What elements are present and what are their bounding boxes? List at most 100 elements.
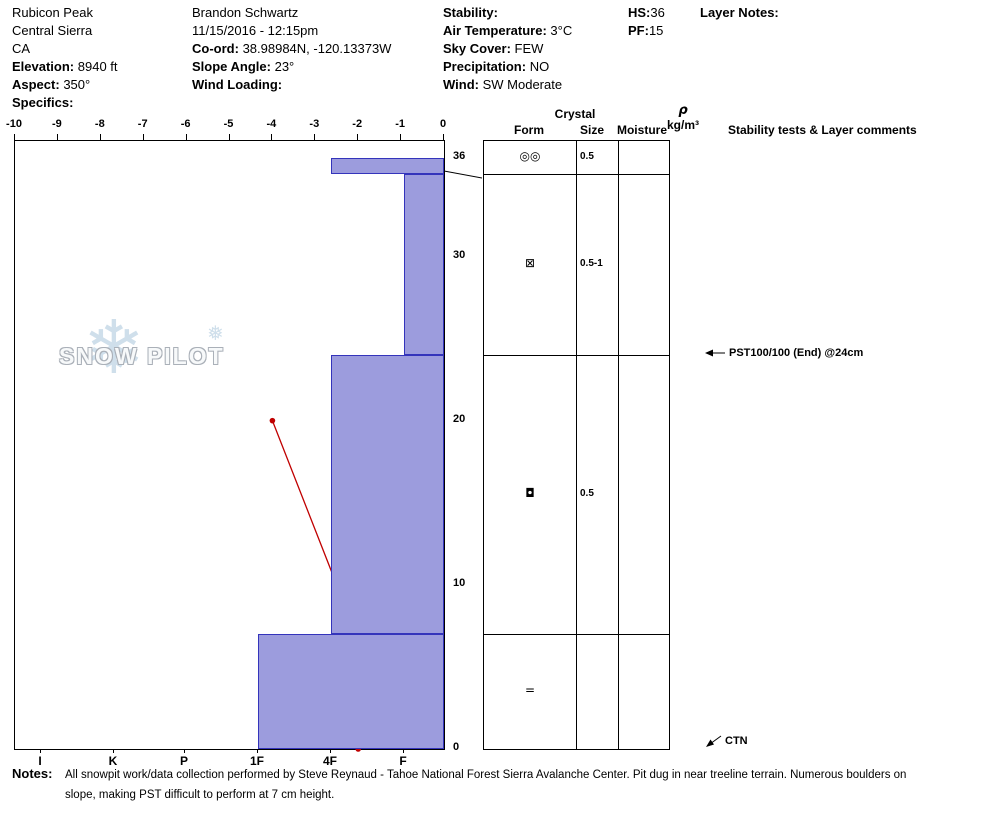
temperature-axis: -10 -9 -8 -7 -6 -5 -4 -3 -2 -1 0 <box>6 118 446 140</box>
stability-test-annotation-pst: PST100/100 (End) @24cm <box>704 347 863 359</box>
down-left-arrow-icon <box>706 735 722 747</box>
depth-axis: 36 30 20 10 0 <box>447 140 481 753</box>
temp-tick-mark <box>185 134 187 140</box>
hs-label: HS: <box>628 5 651 20</box>
hardness-tick-mark <box>403 749 404 753</box>
stability-tests-header: Stability tests & Layer comments <box>728 123 917 137</box>
observer-name: Brandon Schwartz <box>192 5 299 20</box>
layer-boundary-line <box>484 174 669 176</box>
depth-tick-label: 10 <box>453 576 466 589</box>
hardness-axis: I K P 1F 4F F <box>14 749 443 771</box>
wind-row: Wind: SW Moderate <box>443 76 572 94</box>
location-info: Rubicon Peak Central Sierra CA Elevation… <box>12 4 118 112</box>
notes-line-1: All snowpit work/data collection perform… <box>65 769 907 781</box>
snowflake-icon-small: ❅ <box>207 321 224 345</box>
wind-label: Wind: <box>443 77 479 92</box>
specifics-row: Specifics: <box>12 94 118 112</box>
coord-label: Co-ord: <box>192 41 239 56</box>
layer-connector-line <box>444 170 482 179</box>
temp-tick-label: -1 <box>395 118 405 130</box>
temp-tick-label: -10 <box>6 118 22 130</box>
snow-layer-bar <box>331 355 444 635</box>
temp-tick-mark <box>228 134 230 140</box>
snow-layer-bar <box>331 158 444 175</box>
precipitation-label: Precipitation: <box>443 59 527 74</box>
hardness-tick-label: 4F <box>322 754 337 768</box>
snowpilot-watermark: ❄ ❅ SNOW PILOT <box>57 305 257 393</box>
pit-name: Rubicon Peak <box>12 5 93 20</box>
crystal-form-symbol: ⊠ <box>524 255 536 270</box>
elevation-label: Elevation: <box>12 59 75 74</box>
temp-tick-label: -3 <box>309 118 320 130</box>
pf-label: PF: <box>628 23 649 38</box>
size-moisture-divider <box>618 141 619 749</box>
temp-tick-mark <box>14 134 15 140</box>
elevation-value: 8940 ft <box>77 59 118 74</box>
hardness-tick-label: K <box>108 754 118 768</box>
hardness-tick-label: I <box>38 754 42 768</box>
stability-row: Stability: <box>443 4 572 22</box>
watermark-text: SNOW PILOT <box>59 343 225 369</box>
conditions-info: Stability: Air Temperature: 3°C Sky Cove… <box>443 4 572 94</box>
form-header: Form <box>514 123 544 137</box>
moisture-header: Moisture <box>616 123 667 137</box>
size-header: Size <box>579 123 604 137</box>
crystal-size-value: 0.5 <box>580 487 594 499</box>
temp-tick-mark <box>271 134 273 140</box>
stability-label: Stability: <box>443 5 498 20</box>
pf-row: PF:15 <box>628 22 665 40</box>
temp-tick-mark <box>56 134 58 140</box>
density-header: ρ kg/m³ <box>658 104 708 133</box>
slope-angle-label: Slope Angle: <box>192 59 271 74</box>
coord-row: Co-ord: 38.98984N, -120.13373W <box>192 40 391 58</box>
hardness-tick-mark <box>257 749 258 753</box>
region: Central Sierra <box>12 23 93 38</box>
pf-value: 15 <box>648 23 664 38</box>
hardness-tick-label: 1F <box>249 754 264 768</box>
rho-units: kg/m³ <box>666 118 699 132</box>
depth-tick-label: 20 <box>453 412 466 425</box>
ctn-result-text: CTN <box>725 735 748 747</box>
temp-tick-label: -4 <box>266 118 277 130</box>
hardness-tick-mark <box>330 749 331 753</box>
crystal-form-symbol: = <box>524 682 536 697</box>
depth-tick-label: 0 <box>453 741 460 753</box>
hs-row: HS:36 <box>628 4 665 22</box>
observation-datetime: 11/15/2016 - 12:15pm <box>192 23 319 38</box>
slope-angle-value: 23° <box>274 59 295 74</box>
coord-value: 38.98984N, -120.13373W <box>242 41 392 56</box>
wind-loading-label: Wind Loading: <box>192 77 283 92</box>
depth-tick-label: 36 <box>453 150 466 162</box>
observer-info: Brandon Schwartz 11/15/2016 - 12:15pm Co… <box>192 4 391 94</box>
hs-value: 36 <box>650 5 665 20</box>
depth-tick-label: 30 <box>453 248 466 261</box>
hardness-tick-mark <box>184 749 185 753</box>
snow-profile-chart: ❄ ❅ SNOW PILOT <box>14 140 445 752</box>
temp-tick-label: -6 <box>180 118 191 130</box>
temp-tick-label: 0 <box>439 118 447 130</box>
temp-tick-mark <box>357 134 359 140</box>
crystal-size-value: 0.5 <box>580 150 594 162</box>
aspect-value: 350° <box>63 77 91 92</box>
aspect-row: Aspect: 350° <box>12 76 118 94</box>
temp-tick-mark <box>142 134 144 140</box>
aspect-label: Aspect: <box>12 77 60 92</box>
precipitation-value: NO <box>529 59 550 74</box>
temp-tick-mark <box>314 134 316 140</box>
hardness-tick-mark <box>113 749 114 753</box>
snow-layer-bar <box>404 174 444 355</box>
air-temp-label: Air Temperature: <box>443 23 547 38</box>
snow-layer-bar <box>258 634 444 749</box>
hardness-tick-label: P <box>179 754 188 768</box>
wind-loading-row: Wind Loading: <box>192 76 391 94</box>
temp-tick-mark <box>400 134 402 140</box>
snowflake-icon: ❄ <box>83 305 146 391</box>
crystal-form-symbol: ◎◎ <box>519 148 541 163</box>
stability-test-annotation-ctn: CTN <box>704 734 748 748</box>
temp-tick-label: -5 <box>223 118 234 130</box>
temp-tick-label: -9 <box>52 118 62 130</box>
precipitation-row: Precipitation: NO <box>443 58 572 76</box>
layer-notes-header: Layer Notes: <box>700 4 779 22</box>
specifics-label: Specifics: <box>12 95 74 110</box>
hardness-tick-label: F <box>399 754 407 768</box>
